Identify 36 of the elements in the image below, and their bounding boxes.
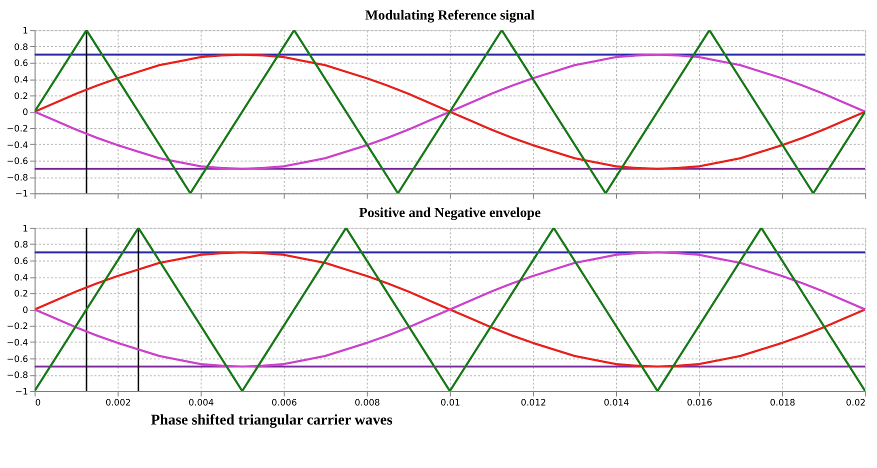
y-tick-label: −0.6 bbox=[6, 354, 29, 365]
y-tick-label: −0.6 bbox=[6, 157, 29, 168]
x-tick-label: 0.02 bbox=[846, 398, 866, 408]
y-tick-label: 0 bbox=[22, 306, 29, 316]
y-tick-label: −0.8 bbox=[6, 173, 29, 184]
x-tick-label: 0.016 bbox=[686, 398, 713, 408]
y-tick-label: −0.2 bbox=[6, 124, 28, 134]
x-tick-label: 0.018 bbox=[770, 398, 796, 408]
y-tick-label: 0.4 bbox=[14, 273, 29, 284]
y-tick-label: 0.8 bbox=[14, 240, 29, 251]
chart-title: Positive and Negative envelope bbox=[359, 205, 541, 222]
y-tick-label: −0.8 bbox=[6, 371, 29, 382]
y-tick-label: −1 bbox=[15, 387, 28, 398]
x-tick-label: 0.002 bbox=[105, 398, 131, 408]
y-tick-label: 0 bbox=[22, 108, 29, 118]
x-tick-label: 0.014 bbox=[604, 398, 630, 408]
y-tick-label: −0.4 bbox=[6, 338, 29, 349]
y-tick-label: 0.8 bbox=[14, 42, 29, 53]
x-tick-label: 0.01 bbox=[440, 398, 460, 408]
x-tick-label: 0 bbox=[35, 398, 42, 408]
y-tick-label: −1 bbox=[15, 190, 28, 200]
y-tick-label: 1 bbox=[22, 26, 28, 37]
text: Phase shifted triangular carrier waves bbox=[150, 412, 393, 429]
y-tick-label: 0.2 bbox=[14, 290, 28, 300]
y-tick-label: −0.2 bbox=[6, 322, 28, 332]
y-tick-label: 1 bbox=[22, 224, 28, 234]
y-tick-label: 0.6 bbox=[14, 59, 29, 70]
chart-title: Modulating Reference signal bbox=[365, 7, 535, 24]
y-tick-label: 0.6 bbox=[14, 256, 29, 267]
y-tick-label: 0.4 bbox=[14, 76, 29, 86]
y-tick-label: 0.2 bbox=[14, 92, 28, 102]
x-tick-label: 0.004 bbox=[188, 398, 214, 408]
y-tick-label: −0.4 bbox=[6, 140, 29, 151]
x-tick-label: 0.008 bbox=[354, 398, 380, 408]
x-tick-label: 0.012 bbox=[520, 398, 546, 408]
x-tick-label: 0.006 bbox=[272, 398, 298, 408]
